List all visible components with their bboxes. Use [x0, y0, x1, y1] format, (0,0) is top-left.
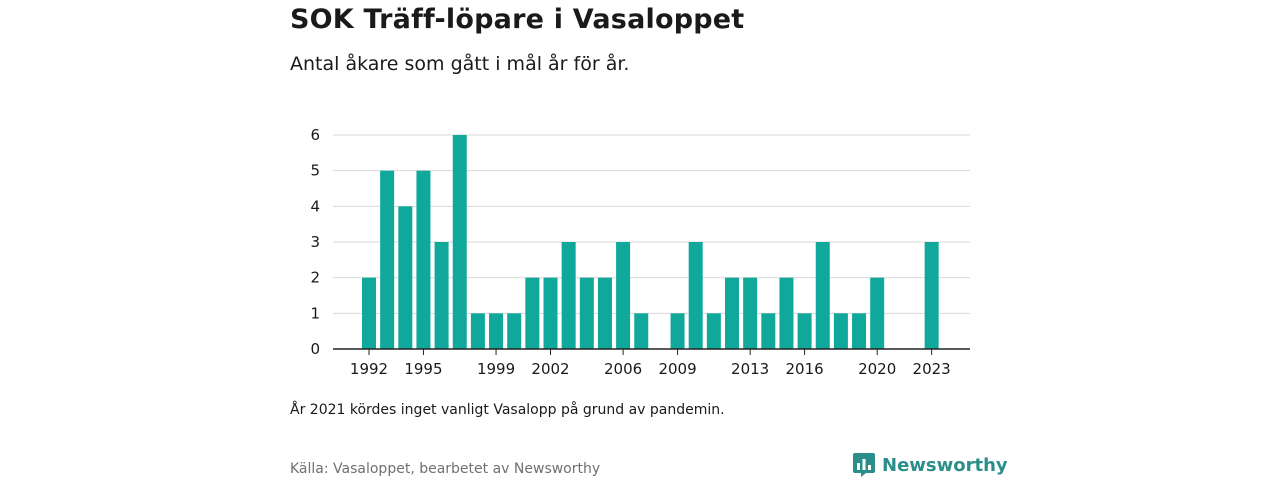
- bar: [779, 277, 794, 349]
- bar: [489, 313, 504, 349]
- bar: [924, 242, 939, 349]
- newsworthy-brand: Newsworthy: [852, 452, 1008, 478]
- bar: [634, 313, 649, 349]
- bar-chart: 0 1 2 3 4 5 6 1992 1995 1999 2002 2006 2009 2013 2016 2…: [310, 126, 970, 378]
- bar: [761, 313, 776, 349]
- bar: [434, 242, 449, 349]
- bar: [706, 313, 721, 349]
- bar: [579, 277, 594, 349]
- bar: [543, 277, 558, 349]
- y-tick-label: 1: [310, 304, 320, 322]
- x-tick-label: 1992: [350, 360, 388, 378]
- bar: [833, 313, 848, 349]
- bar: [452, 135, 467, 349]
- bar: [470, 313, 485, 349]
- x-tick-label: 2016: [786, 360, 824, 378]
- chart-subtitle: Antal åkare som gått i mål år för år.: [290, 53, 630, 75]
- bar: [416, 170, 431, 349]
- bar: [561, 242, 576, 349]
- x-tick-label: 2006: [604, 360, 642, 378]
- bars: [362, 135, 939, 349]
- bar: [362, 277, 376, 349]
- newsworthy-logo-icon: [853, 453, 875, 477]
- brand-name: Newsworthy: [882, 454, 1008, 476]
- bar: [507, 313, 522, 349]
- chart-title: SOK Träff-löpare i Vasaloppet: [290, 4, 745, 35]
- bar: [743, 277, 758, 349]
- bar: [688, 242, 703, 349]
- x-tick-label: 2009: [658, 360, 696, 378]
- x-tick-label: 2020: [858, 360, 896, 378]
- bar: [870, 277, 885, 349]
- y-tick-label: 6: [310, 126, 320, 144]
- bar: [616, 242, 631, 349]
- y-tick-label: 5: [310, 162, 320, 180]
- bar: [380, 170, 395, 349]
- bar: [670, 313, 685, 349]
- x-tick-label: 2023: [913, 360, 951, 378]
- y-tick-label: 3: [310, 233, 320, 251]
- x-tick-label: 2002: [531, 360, 569, 378]
- x-tick-label: 1999: [477, 360, 515, 378]
- bar: [815, 242, 830, 349]
- bar: [525, 277, 540, 349]
- axes: 0 1 2 3 4 5 6 1992 1995 1999 2002 2006 2009 2013 2016 2…: [310, 126, 970, 378]
- y-tick-label: 0: [310, 340, 320, 358]
- bar: [725, 277, 739, 349]
- source-credit: Källa: Vasaloppet, bearbetet av Newswort…: [290, 461, 601, 477]
- chart-note: År 2021 kördes inget vanligt Vasalopp på…: [290, 402, 725, 418]
- bar: [597, 277, 612, 349]
- y-tick-label: 4: [310, 197, 320, 215]
- x-tick-label: 1995: [404, 360, 442, 378]
- bar: [797, 313, 812, 349]
- x-tick-label: 2013: [731, 360, 769, 378]
- y-tick-label: 2: [310, 269, 320, 287]
- bar: [852, 313, 867, 349]
- bar: [398, 206, 413, 349]
